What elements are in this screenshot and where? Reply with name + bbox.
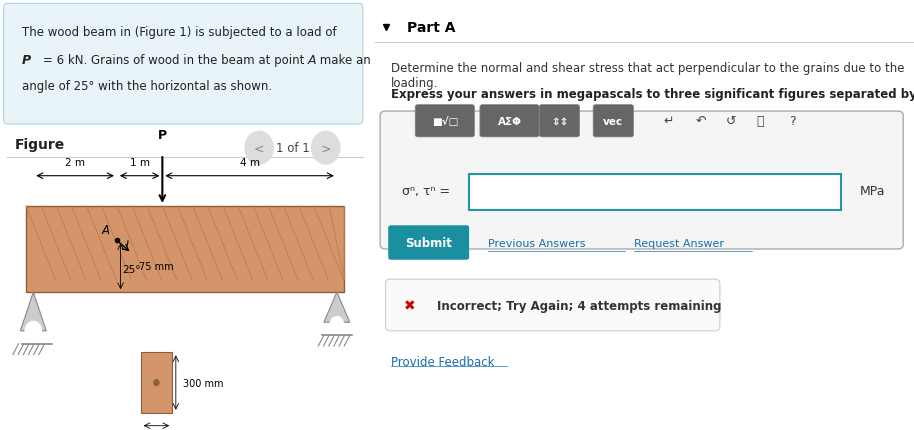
FancyBboxPatch shape: [388, 226, 469, 260]
Text: The wood beam in (Figure 1) is subjected to a load of: The wood beam in (Figure 1) is subjected…: [22, 26, 337, 39]
Circle shape: [154, 380, 159, 386]
Text: 1 of 1: 1 of 1: [275, 142, 309, 155]
Text: Previous Answers: Previous Answers: [488, 238, 586, 248]
FancyBboxPatch shape: [4, 4, 363, 125]
Polygon shape: [20, 292, 47, 331]
Text: P: P: [158, 129, 167, 142]
FancyBboxPatch shape: [415, 105, 474, 138]
Text: MPa: MPa: [860, 185, 886, 198]
Text: A: A: [307, 54, 315, 67]
Text: Part A: Part A: [407, 21, 455, 35]
Polygon shape: [324, 292, 350, 322]
Text: 25°: 25°: [122, 264, 141, 274]
Text: Express your answers in megapascals to three significant figures separated by a : Express your answers in megapascals to t…: [391, 88, 914, 101]
Text: P: P: [22, 54, 31, 67]
FancyBboxPatch shape: [386, 280, 720, 331]
Text: 2 m: 2 m: [65, 158, 85, 168]
Text: Submit: Submit: [405, 237, 452, 249]
Text: ?: ?: [790, 115, 796, 128]
Text: make an: make an: [316, 54, 371, 67]
Text: ↵: ↵: [664, 115, 674, 128]
Text: Provide Feedback: Provide Feedback: [391, 355, 494, 368]
Text: ✖: ✖: [404, 298, 416, 312]
Circle shape: [312, 132, 340, 165]
Text: 300 mm: 300 mm: [183, 378, 224, 388]
Text: Determine the normal and shear stress that act perpendicular to the grains due t: Determine the normal and shear stress th…: [391, 62, 905, 90]
Text: ■√□: ■√□: [431, 116, 458, 126]
Circle shape: [330, 317, 344, 332]
Text: = 6 kN. Grains of wood in the beam at point: = 6 kN. Grains of wood in the beam at po…: [43, 54, 308, 67]
Circle shape: [26, 322, 41, 341]
Circle shape: [245, 132, 273, 165]
Text: A: A: [101, 224, 110, 236]
Text: ↶: ↶: [696, 115, 707, 128]
Text: vec: vec: [603, 116, 623, 126]
FancyBboxPatch shape: [593, 105, 633, 138]
Text: >: >: [321, 142, 331, 155]
Text: Incorrect; Try Again; 4 attempts remaining: Incorrect; Try Again; 4 attempts remaini…: [437, 299, 721, 312]
Text: Request Answer: Request Answer: [633, 238, 724, 248]
Bar: [141, 353, 172, 413]
Text: σⁿ, τⁿ =: σⁿ, τⁿ =: [402, 185, 450, 198]
Text: ΑΣΦ: ΑΣΦ: [497, 116, 522, 126]
FancyBboxPatch shape: [469, 174, 841, 211]
FancyBboxPatch shape: [380, 112, 903, 249]
FancyBboxPatch shape: [539, 105, 579, 138]
Text: Figure: Figure: [15, 138, 65, 151]
Text: <: <: [254, 142, 264, 155]
Text: ⇕⇕: ⇕⇕: [551, 116, 569, 126]
FancyBboxPatch shape: [480, 105, 539, 138]
Text: ⎕: ⎕: [757, 115, 764, 128]
Text: ↺: ↺: [726, 115, 736, 128]
Text: 1 m: 1 m: [130, 158, 150, 168]
Text: 75 mm: 75 mm: [139, 261, 174, 272]
Text: angle of 25° with the horizontal as shown.: angle of 25° with the horizontal as show…: [22, 80, 272, 92]
Bar: [26, 206, 345, 292]
Text: 4 m: 4 m: [239, 158, 260, 168]
